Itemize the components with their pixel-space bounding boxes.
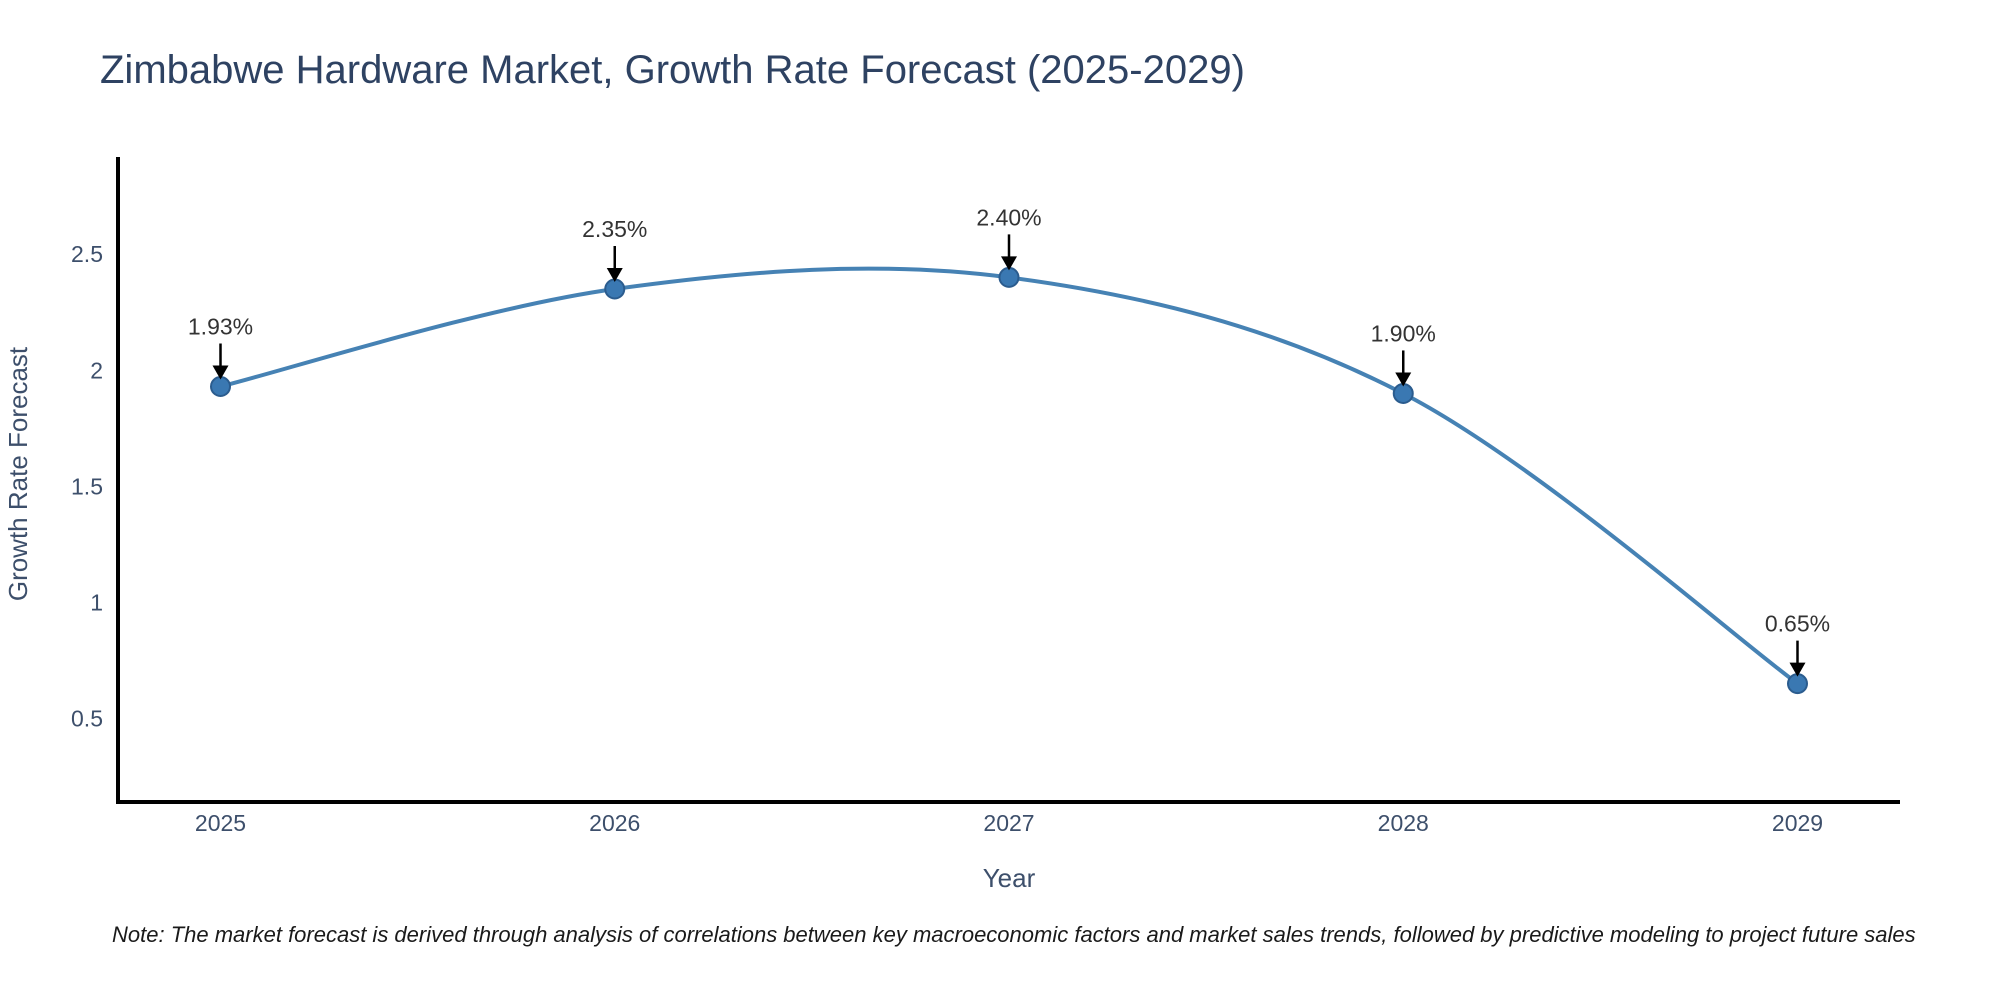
data-point-marker bbox=[604, 278, 626, 300]
forecast-line-series bbox=[220, 266, 1799, 686]
data-point-label: 0.65% bbox=[1765, 611, 1830, 637]
x-tick-labels: 2025 2026 2027 2028 2029 bbox=[195, 810, 1823, 836]
data-point-label: 1.90% bbox=[1371, 321, 1436, 347]
y-tick-label: 1.5 bbox=[71, 473, 103, 499]
y-tick-label: 1 bbox=[90, 589, 103, 615]
data-point-label: 2.35% bbox=[582, 216, 647, 242]
y-axis-title: Growth Rate Forecast bbox=[3, 346, 33, 601]
annotation-arrowhead-icon bbox=[1395, 372, 1412, 387]
data-point-marker bbox=[210, 375, 232, 397]
data-point-marker bbox=[998, 266, 1020, 288]
data-point-markers bbox=[210, 266, 1808, 695]
annotation-arrowhead-icon bbox=[606, 267, 623, 282]
x-tick-label: 2029 bbox=[1772, 810, 1823, 836]
annotation-arrowhead-icon bbox=[1789, 662, 1806, 677]
x-tick-label: 2026 bbox=[589, 810, 640, 836]
data-point-label: 1.93% bbox=[188, 314, 253, 340]
data-point-label: 2.40% bbox=[976, 204, 1041, 230]
x-tick-label: 2028 bbox=[1378, 810, 1429, 836]
x-axis-title: Year bbox=[983, 863, 1036, 893]
y-tick-label: 0.5 bbox=[71, 705, 103, 731]
data-point-annotations: 1.93% 2.35% 2.40% 1.90% 0.65% bbox=[188, 204, 1830, 677]
x-tick-label: 2027 bbox=[983, 810, 1034, 836]
x-tick-label: 2025 bbox=[195, 810, 246, 836]
chart-title: Zimbabwe Hardware Market, Growth Rate Fo… bbox=[100, 48, 1245, 92]
annotation-arrowhead-icon bbox=[212, 365, 229, 380]
data-point-marker bbox=[1786, 673, 1808, 695]
y-tick-label: 2.5 bbox=[71, 241, 103, 267]
data-point-marker bbox=[1392, 382, 1414, 404]
y-tick-label: 2 bbox=[90, 357, 103, 383]
footnote: Note: The market forecast is derived thr… bbox=[112, 922, 1916, 947]
annotation-arrowhead-icon bbox=[1001, 256, 1017, 271]
y-tick-labels: 2.5 2 1.5 1 0.5 bbox=[71, 241, 103, 731]
